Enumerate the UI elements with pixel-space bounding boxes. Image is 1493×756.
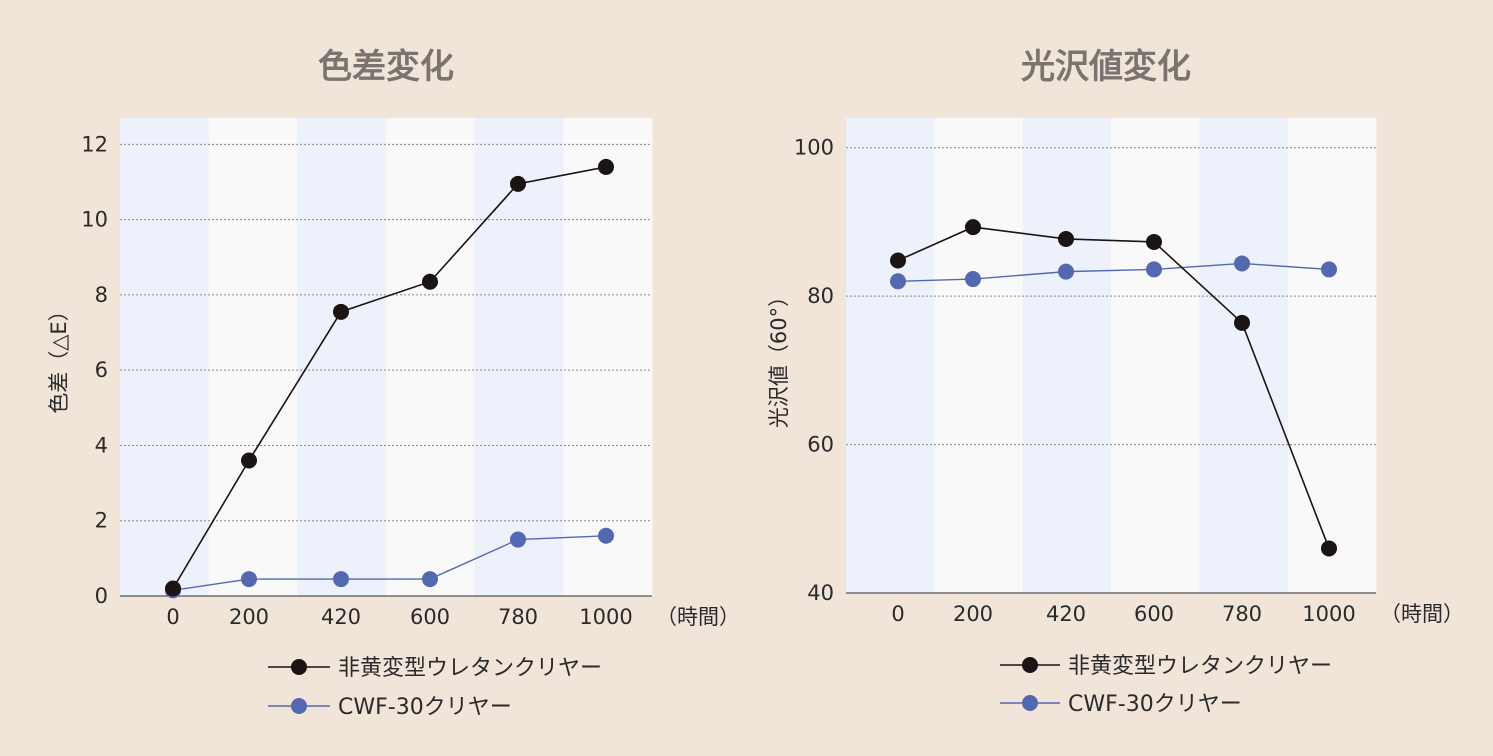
- x-tick-label: 420: [321, 605, 361, 629]
- chart-title: 光沢値変化: [1021, 47, 1191, 87]
- x-tick-label: 600: [1134, 602, 1174, 626]
- data-point: [422, 273, 438, 290]
- plot-band: [934, 118, 1024, 593]
- legend-label: CWF-30クリヤー: [338, 695, 512, 720]
- data-point: [241, 571, 257, 588]
- plot-band: [1199, 118, 1289, 593]
- data-point: [890, 273, 906, 290]
- x-tick-label: 780: [1222, 602, 1262, 626]
- data-point: [333, 571, 349, 588]
- legend-label: 非黄変型ウレタンクリヤー: [338, 656, 602, 681]
- data-point: [598, 158, 614, 175]
- series-line: [897, 226, 1330, 549]
- plot-band: [120, 118, 210, 596]
- y-tick-label: 10: [81, 208, 108, 232]
- data-point: [1234, 255, 1250, 272]
- data-point: [965, 271, 981, 288]
- y-tick-label: 6: [95, 358, 108, 382]
- x-tick-label: 200: [953, 602, 993, 626]
- legend-label: 非黄変型ウレタンクリヤー: [1068, 654, 1332, 679]
- data-point: [1321, 540, 1337, 557]
- y-axis-label: 色差（△E）: [47, 300, 71, 413]
- chart-title: 色差変化: [318, 47, 454, 87]
- series-line: [172, 535, 607, 592]
- x-tick-label: 200: [229, 605, 269, 629]
- plot-band: [1022, 118, 1112, 593]
- x-tick-label: 420: [1046, 602, 1086, 626]
- plot-band: [208, 118, 298, 596]
- x-unit-label: （時間）: [656, 605, 740, 629]
- plot-band: [297, 118, 387, 596]
- y-tick-label: 80: [807, 284, 834, 308]
- data-point: [422, 571, 438, 588]
- chart-1: 色差変化 0 2 4 6 8 10 12 0 200 420 600 780 1000 （時間） 色差（△E）…: [47, 47, 740, 720]
- plot-band: [1111, 118, 1200, 593]
- series-line: [172, 166, 607, 589]
- x-tick-label: 1000: [579, 605, 632, 629]
- data-point: [598, 527, 614, 544]
- data-point: [510, 531, 526, 548]
- data-point: [333, 303, 349, 320]
- x-tick-label: 1000: [1302, 602, 1355, 626]
- data-point: [1146, 261, 1162, 278]
- data-point: [965, 219, 981, 236]
- x-tick-label: 0: [166, 605, 179, 629]
- data-point: [1058, 263, 1074, 280]
- data-point: [1058, 230, 1074, 247]
- legend-marker: [291, 659, 307, 675]
- plot-band: [1287, 118, 1377, 593]
- plot-band: [846, 118, 935, 593]
- data-point: [241, 452, 257, 469]
- y-tick-label: 4: [95, 433, 108, 457]
- y-tick-label: 40: [807, 581, 834, 605]
- y-tick-label: 2: [95, 509, 108, 533]
- data-point: [510, 175, 526, 192]
- x-tick-label: 600: [410, 605, 450, 629]
- plot-band: [386, 118, 476, 596]
- y-tick-label: 8: [95, 283, 108, 307]
- legend-marker: [1022, 695, 1038, 711]
- x-tick-label: 780: [498, 605, 538, 629]
- data-point: [1146, 233, 1162, 250]
- legend-label: CWF-30クリヤー: [1068, 692, 1242, 717]
- y-axis-label: 光沢値（60°）: [767, 286, 791, 428]
- y-tick-label: 0: [95, 584, 108, 608]
- legend-marker: [291, 698, 307, 714]
- legend-marker: [1022, 657, 1038, 673]
- y-tick-label: 12: [81, 132, 108, 156]
- plot-band: [474, 118, 564, 596]
- data-point: [890, 252, 906, 269]
- data-point: [165, 580, 181, 597]
- y-tick-label: 100: [794, 136, 834, 160]
- plot-band: [563, 118, 653, 596]
- x-unit-label: （時間）: [1380, 602, 1464, 626]
- y-tick-label: 60: [807, 433, 834, 457]
- data-point: [1234, 314, 1250, 331]
- series-line: [897, 262, 1330, 282]
- x-tick-label: 0: [891, 602, 904, 626]
- data-point: [1321, 261, 1337, 278]
